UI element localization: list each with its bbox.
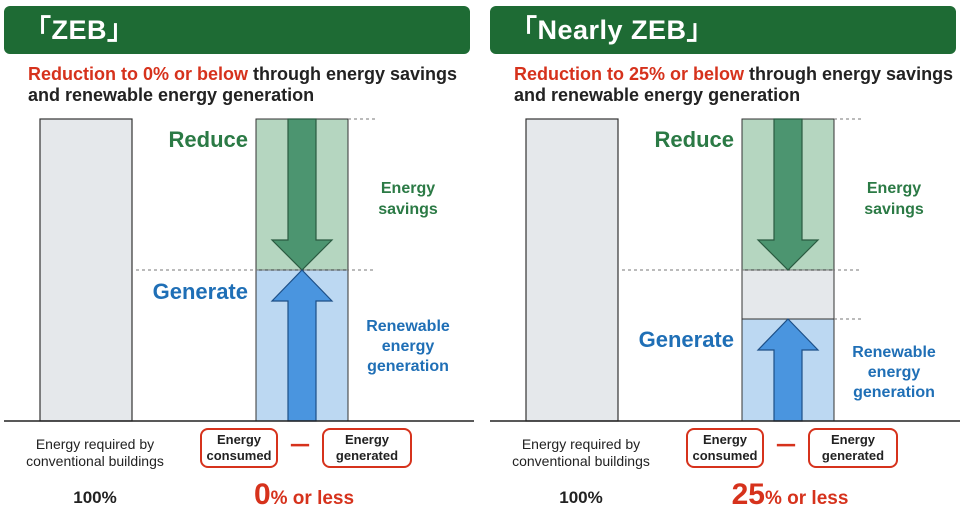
- subtitle-highlight: Reduction to 0% or below: [28, 64, 249, 84]
- zeb-panel: 「ZEB」 Reduction to 0% or below through e…: [4, 0, 474, 520]
- savings-label-line1: Energy: [381, 180, 435, 197]
- pill-line2: consumed: [692, 448, 758, 463]
- panel-title: 「ZEB」: [4, 6, 470, 54]
- conventional-label: Energy required by conventional building…: [496, 436, 666, 470]
- pill-line1: Energy: [830, 432, 876, 447]
- subtitle-highlight: Reduction to 25% or below: [514, 64, 745, 84]
- reduce-label: Reduce: [655, 127, 734, 152]
- savings-label-line2: savings: [378, 201, 438, 218]
- zeb-diagram: Reduce Generate Energy savings Renewable…: [4, 118, 474, 422]
- remaining-region: [741, 269, 835, 320]
- conventional-label-line2: conventional buildings: [512, 453, 650, 469]
- savings-arrow: [756, 118, 820, 271]
- result-number: 25: [731, 478, 765, 511]
- energy-generated-pill: Energy generated: [808, 428, 898, 468]
- subtitle-rest: through energy savings and renewable ene…: [514, 64, 954, 105]
- renewable-label-line1: Renewable: [852, 344, 936, 361]
- minus-sign: －: [774, 433, 798, 460]
- conventional-label-line1: Energy required by: [35, 436, 155, 452]
- conventional-value: 100%: [559, 488, 603, 507]
- pill-line1: Energy: [702, 432, 748, 447]
- generate-label: Generate: [639, 327, 734, 352]
- pill-line2: generated: [335, 448, 399, 463]
- energy-consumed-pill: Energy consumed: [200, 428, 278, 468]
- conventional-label-line1: Energy required by: [521, 436, 641, 452]
- conventional-label: Energy required by conventional building…: [10, 436, 180, 470]
- conventional-bar: [525, 118, 619, 422]
- energy-consumed-pill: Energy consumed: [686, 428, 764, 468]
- panel-title: 「Nearly ZEB」: [490, 6, 956, 54]
- pill-line2: generated: [821, 448, 885, 463]
- renewable-label-line2: energy: [382, 338, 435, 355]
- result-value: 0% or less: [194, 478, 414, 512]
- renewable-label-line3: generation: [853, 384, 935, 401]
- reduce-label: Reduce: [169, 127, 248, 152]
- energy-generated-pill: Energy generated: [322, 428, 412, 468]
- generate-label: Generate: [153, 279, 248, 304]
- result-suffix: % or less: [270, 488, 355, 509]
- savings-label-line2: savings: [864, 201, 924, 218]
- savings-arrow: [270, 118, 334, 271]
- pill-line2: consumed: [206, 448, 272, 463]
- renewable-label-line2: energy: [868, 364, 921, 381]
- subtitle-rest: through energy savings and renewable ene…: [28, 64, 458, 105]
- nearly-zeb-panel: 「Nearly ZEB」 Reduction to 25% or below t…: [490, 0, 960, 520]
- renewable-label-line3: generation: [367, 358, 449, 375]
- minus-sign: －: [288, 433, 312, 460]
- conventional-value: 100%: [73, 488, 117, 507]
- pill-line1: Energy: [344, 432, 390, 447]
- pill-line1: Energy: [216, 432, 262, 447]
- nearly-zeb-diagram: Reduce Generate Energy savings Renewable…: [490, 118, 960, 422]
- renewable-label-line1: Renewable: [366, 318, 450, 335]
- result-suffix: % or less: [764, 488, 849, 509]
- panel-subtitle: Reduction to 25% or below through energy…: [514, 64, 954, 106]
- result-value: 25% or less: [680, 478, 900, 512]
- conventional-bar: [39, 118, 133, 422]
- savings-label-line1: Energy: [867, 180, 921, 197]
- panel-subtitle: Reduction to 0% or below through energy …: [28, 64, 468, 106]
- result-number: 0: [253, 478, 271, 511]
- conventional-label-line2: conventional buildings: [26, 453, 164, 469]
